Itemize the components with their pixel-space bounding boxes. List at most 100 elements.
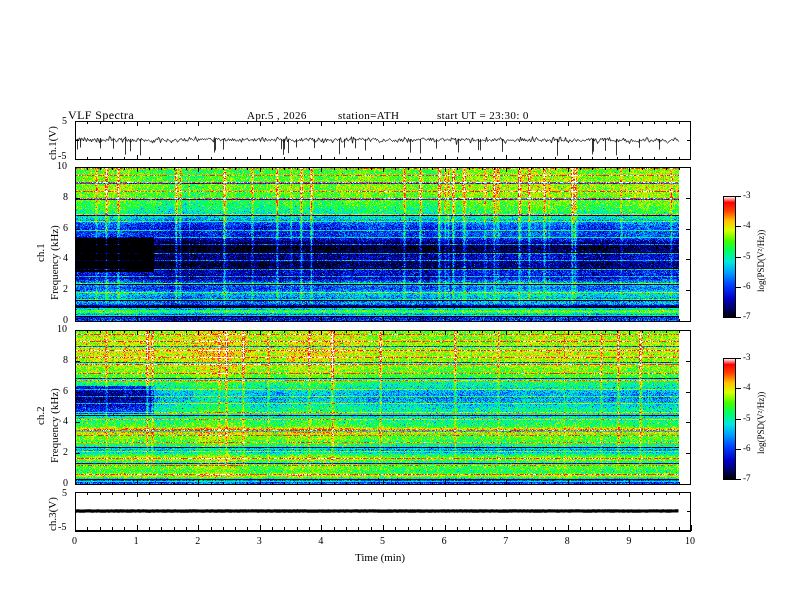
figure-date: Apr.5 , 2026: [247, 110, 307, 122]
x-minor-tick: [543, 527, 545, 531]
x-minor-tick: [272, 527, 274, 531]
ch2-spectrogram-ytick-10: 10: [57, 324, 67, 335]
x-tick-10: [691, 525, 692, 531]
x-ticklabel-7: 7: [503, 536, 509, 547]
x-minor-tick: [555, 527, 557, 531]
ch2-colorbar: [723, 358, 736, 480]
x-minor-tick: [210, 527, 212, 531]
x-tick-0: [75, 525, 76, 531]
ch2-spectrogram-ytick-4: 4: [63, 416, 68, 428]
x-ticklabel-1: 1: [133, 536, 139, 547]
x-minor-tick: [148, 527, 150, 531]
ch1-spectrogram-channel-label: ch.1: [35, 243, 47, 262]
colorbar-2-ticklabel--4: -4: [743, 382, 751, 393]
ch1-timeseries-panel: [75, 121, 691, 160]
x-minor-tick: [580, 527, 582, 531]
colorbar-1-tick--7: [736, 317, 741, 318]
x-minor-tick: [99, 527, 101, 531]
colorbar-1-tick--3: [736, 196, 741, 197]
x-axis-label: Time (min): [355, 552, 406, 564]
ch1-colorbar: [723, 196, 736, 318]
ch1-colorbar-label: log(PSD(V²/Hz)): [756, 229, 766, 292]
colorbar-1-tick--5: [736, 257, 741, 258]
figure-station: station=ATH: [338, 110, 400, 122]
colorbar-1-tick--6: [736, 287, 741, 288]
x-minor-tick: [432, 527, 434, 531]
x-minor-tick: [518, 527, 520, 531]
x-minor-tick: [604, 527, 606, 531]
colorbar-2-ticklabel--5: -5: [743, 412, 751, 423]
ch1-spectrogram-panel: [75, 167, 691, 322]
ch2-spectrogram-ytick-0: 0: [63, 478, 68, 489]
x-minor-tick: [346, 527, 348, 531]
x-minor-tick: [185, 527, 187, 531]
figure-title: VLF Spectra: [68, 108, 135, 122]
colorbar-1-ticklabel--7: -7: [743, 311, 751, 321]
colorbar-2-tick--3: [736, 358, 741, 359]
x-minor-tick: [617, 527, 619, 531]
x-ticklabel-2: 2: [195, 536, 201, 547]
colorbar-2-ticklabel--3: -3: [743, 352, 751, 362]
x-ticklabel-0: 0: [72, 536, 77, 547]
x-minor-tick: [493, 527, 495, 531]
colorbar-2-ticklabel--7: -7: [743, 473, 751, 483]
x-minor-tick: [530, 527, 532, 531]
ch3-ytick-neg5: -5: [58, 522, 67, 533]
ch2-spectrogram-canvas: [75, 330, 691, 485]
x-minor-tick: [395, 527, 397, 531]
ch2-spectrogram-channel-label: ch.2: [35, 406, 47, 425]
colorbar-2-tick--6: [736, 449, 741, 450]
ch2-spectrogram-ylabel: Frequency (kHz): [49, 388, 61, 463]
ch1-spectrogram-ytick-6: 6: [63, 222, 68, 234]
x-ticklabel-3: 3: [256, 536, 262, 547]
x-ticklabel-5: 5: [380, 536, 385, 547]
ch1-spectrogram-canvas: [75, 167, 691, 322]
ch1-ytick-neg5: -5: [58, 151, 67, 162]
colorbar-1-ticklabel--4: -4: [743, 220, 751, 231]
colorbar-1-ticklabel--5: -5: [743, 250, 751, 261]
x-axis-line: [75, 531, 691, 532]
ch3-ytick-pos5: 5: [62, 488, 67, 499]
x-minor-tick: [641, 527, 643, 531]
x-minor-tick: [247, 527, 249, 531]
ch2-colorbar-canvas: [723, 358, 736, 480]
ch1-spectrogram-ytick-2: 2: [63, 284, 68, 296]
x-minor-tick: [284, 527, 286, 531]
ch1-spectrogram-ytick-8: 8: [63, 191, 68, 203]
ch2-spectrogram-ytick-6: 6: [63, 385, 68, 397]
x-minor-tick: [235, 527, 237, 531]
x-tick-2: [198, 525, 200, 531]
ch2-spectrogram-ytick-8: 8: [63, 354, 68, 366]
x-minor-tick: [592, 527, 594, 531]
x-ticklabel-9: 9: [626, 536, 632, 547]
x-minor-tick: [419, 527, 421, 531]
colorbar-1-tick--4: [736, 226, 741, 227]
x-tick-6: [444, 525, 446, 531]
x-ticklabel-4: 4: [318, 536, 324, 547]
colorbar-2-ticklabel--6: -6: [743, 442, 751, 453]
x-minor-tick: [678, 527, 680, 531]
x-tick-4: [321, 525, 323, 531]
colorbar-2-tick--5: [736, 419, 741, 420]
x-ticklabel-8: 8: [564, 536, 570, 547]
x-tick-7: [506, 525, 508, 531]
ch1-colorbar-canvas: [723, 196, 736, 318]
x-minor-tick: [358, 527, 360, 531]
x-minor-tick: [161, 527, 163, 531]
x-tick-9: [629, 525, 631, 531]
colorbar-2-tick--7: [736, 479, 741, 480]
x-minor-tick: [469, 527, 471, 531]
x-minor-tick: [370, 527, 372, 531]
x-minor-tick: [111, 527, 113, 531]
ch2-colorbar-label: log(PSD(V²/Hz)): [756, 391, 766, 454]
ch1-spectrogram-ytick-0: 0: [63, 315, 68, 326]
figure-start-ut: start UT = 23:30: 0: [437, 110, 529, 122]
x-minor-tick: [309, 527, 311, 531]
x-minor-tick: [222, 527, 224, 531]
x-minor-tick: [407, 527, 409, 531]
x-minor-tick: [654, 527, 656, 531]
ch2-spectrogram-panel: [75, 330, 691, 485]
ch1-ytick-pos5: 5: [62, 116, 67, 127]
x-minor-tick: [124, 527, 126, 531]
x-ticklabel-10: 10: [685, 536, 695, 547]
